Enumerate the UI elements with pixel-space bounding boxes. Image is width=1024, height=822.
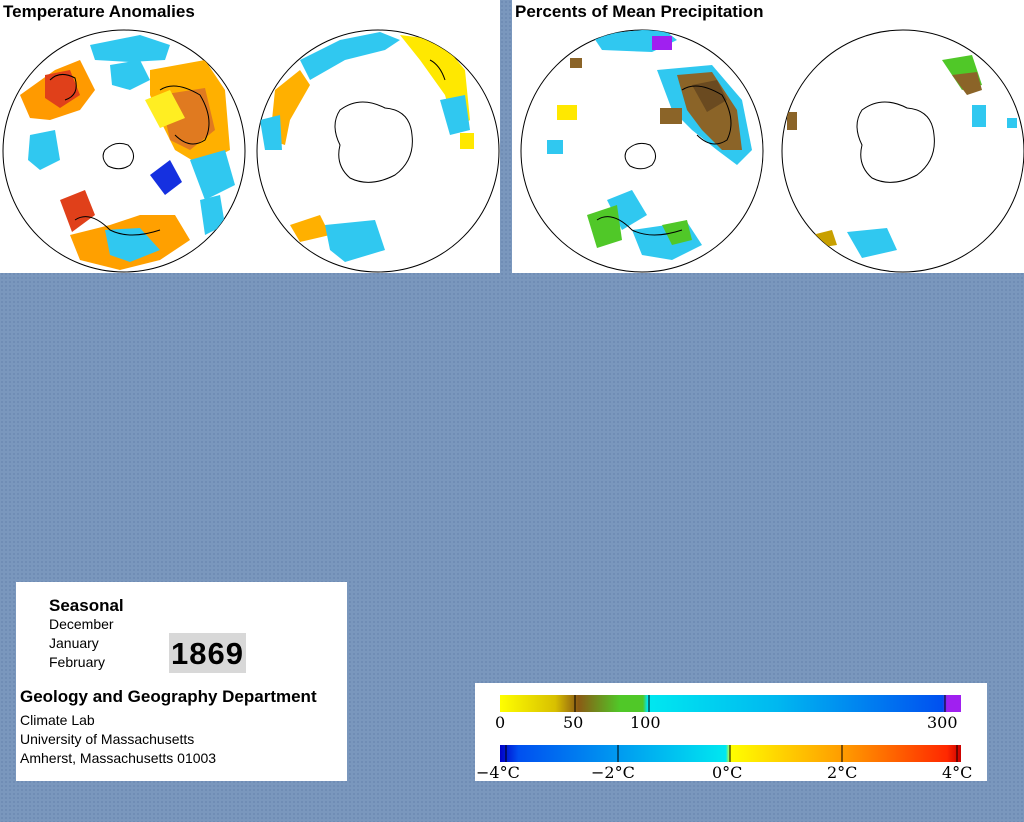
season-info-box: Seasonal December January February 1869 … (16, 582, 347, 781)
org-line: Climate Lab (20, 712, 95, 728)
department-name: Geology and Geography Department (20, 687, 317, 706)
precipitation-maps (520, 29, 1024, 273)
temperature-anomaly-maps (2, 29, 500, 273)
org-line: University of Massachusetts (20, 731, 195, 747)
month-label: February (49, 654, 106, 670)
temperature-south-hemisphere-map (256, 29, 500, 273)
temp-tick-label: 0°C (712, 763, 742, 781)
temperature-anomaly-panel: Temperature Anomalies (0, 0, 500, 273)
legend-svg: 0 50 100 300 −4°C −2°C 0°C 2°C 4°C (476, 695, 972, 781)
precipitation-panel: Percents of Mean Precipitation (512, 0, 1024, 273)
temp-tick-label: 2°C (827, 763, 857, 781)
month-label: January (49, 635, 99, 651)
precip-tick-label: 0 (495, 713, 505, 732)
season-label: Seasonal (49, 596, 124, 615)
month-label: December (49, 616, 114, 632)
precipitation-color-bar: 0 50 100 300 (495, 695, 961, 732)
precipitation-south-hemisphere-map (781, 29, 1024, 273)
temperature-panel-title: Temperature Anomalies (1, 2, 197, 22)
precip-tick-label: 50 (563, 713, 583, 732)
temp-tick-label: −4°C (476, 763, 520, 781)
temp-tick-label: 4°C (942, 763, 972, 781)
color-scale-legend: 0 50 100 300 −4°C −2°C 0°C 2°C 4°C (475, 683, 987, 781)
temp-tick-label: −2°C (591, 763, 635, 781)
precipitation-panel-title: Percents of Mean Precipitation (513, 2, 766, 22)
precip-tick-label: 300 (927, 713, 958, 732)
precip-tick-label: 100 (630, 713, 661, 732)
temperature-north-hemisphere-map (2, 29, 246, 273)
precipitation-north-hemisphere-map (520, 29, 764, 273)
year-badge: 1869 (169, 633, 246, 673)
temperature-color-bar: −4°C −2°C 0°C 2°C 4°C (476, 745, 972, 781)
org-line: Amherst, Massachusetts 01003 (20, 750, 217, 766)
